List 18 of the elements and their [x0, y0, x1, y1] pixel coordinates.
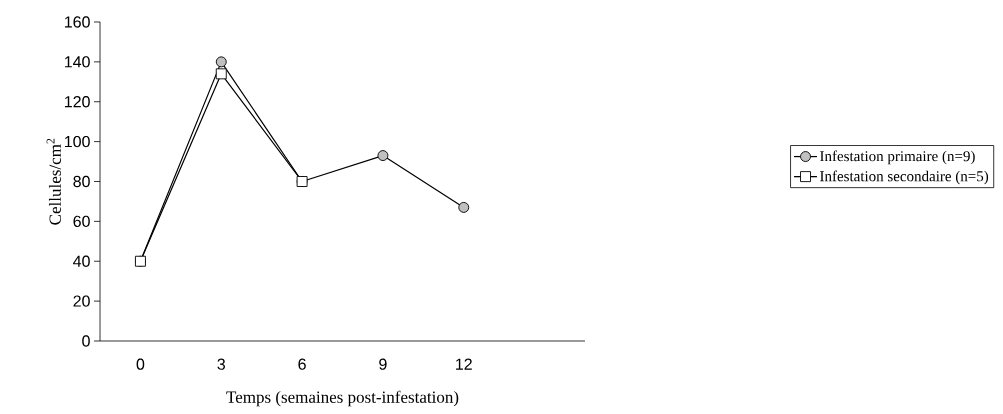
y-tick-label: 60: [73, 215, 90, 228]
y-tick-label: 0: [82, 335, 90, 347]
x-tick-label: 6: [298, 358, 306, 370]
y-tick-label: 80: [73, 175, 90, 188]
y-tick-label: 120: [65, 96, 90, 108]
y-tick-label: 100: [65, 135, 90, 148]
y-axis-title: Cellules/cm$^{2}$: [46, 138, 61, 225]
y-tick-label: 160: [65, 16, 90, 28]
x-tick-label: 12: [456, 358, 472, 370]
x-tick-label: 9: [379, 358, 387, 370]
legend-label: Infestation primaire (n=9): [820, 150, 975, 165]
x-tick-label: 0: [136, 358, 145, 370]
legend-label: Infestation secondaire (n=5): [820, 170, 989, 185]
x-tick-label: 3: [217, 358, 225, 370]
y-tick-label: 20: [73, 295, 90, 307]
y-tick-label: 140: [65, 56, 90, 68]
x-axis-title: Temps (semaines post-infestation): [226, 390, 459, 407]
y-tick-label: 40: [73, 255, 90, 267]
